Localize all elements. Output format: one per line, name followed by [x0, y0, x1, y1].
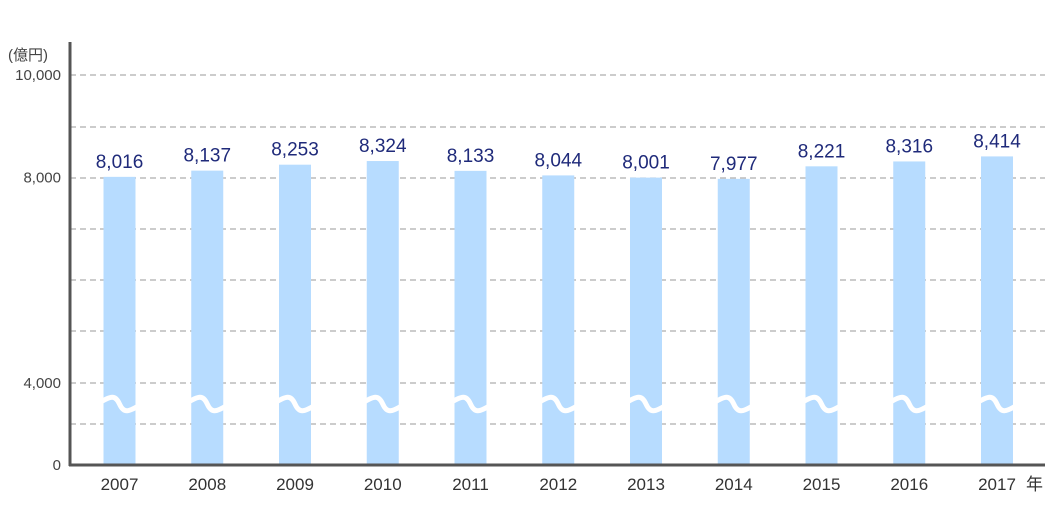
axis-break-mark [271, 394, 319, 414]
axis-break-marks [96, 394, 1021, 414]
data-label: 8,133 [447, 146, 495, 167]
y-tick-label: 0 [53, 457, 61, 474]
x-tick-labels: 2007 2008 2009 2010 2011 2012 2013 2014 2015 2016… [101, 475, 1016, 494]
bar [366, 161, 399, 464]
data-label: 8,001 [622, 153, 670, 174]
x-tick-label: 2017 [978, 475, 1016, 494]
bars [103, 156, 1013, 465]
x-tick-label: 2009 [276, 475, 314, 494]
axis-break-mark [622, 394, 670, 414]
axis-break-mark [798, 394, 845, 414]
data-label: 8,316 [885, 136, 933, 157]
x-tick-label: 2016 [890, 475, 928, 494]
axis-break-mark [96, 394, 143, 414]
axis-break-mark [183, 394, 231, 414]
x-tick-label: 2013 [627, 475, 665, 494]
bar [103, 176, 136, 464]
y-tick-label: 4,000 [23, 375, 61, 392]
bar [717, 178, 750, 464]
bar [805, 166, 838, 464]
bar [454, 170, 487, 464]
grid-lines [70, 74, 1045, 425]
y-tick-label: 8,000 [23, 170, 61, 187]
data-label: 8,253 [271, 140, 319, 161]
x-tick-label: 2010 [364, 475, 402, 494]
y-tick-labels: 0 4,000 8,000 10,000 [15, 67, 61, 474]
y-tick-label: 10,000 [15, 67, 61, 84]
x-tick-label: 2014 [715, 475, 753, 494]
bar [542, 175, 575, 464]
x-tick-label: 2011 [452, 475, 489, 494]
bar [191, 170, 224, 464]
x-tick-label: 2008 [188, 475, 226, 494]
x-tick-label: 2015 [803, 475, 841, 494]
data-labels: 8,016 8,137 8,253 8,324 8,133 8,044 8,001 7,977… [96, 131, 1021, 174]
data-label: 8,414 [973, 131, 1021, 152]
bar [630, 177, 662, 464]
bar [981, 156, 1013, 464]
bar [279, 164, 311, 465]
data-label: 8,016 [96, 152, 144, 173]
data-label: 7,977 [710, 154, 758, 175]
axis-break-mark [973, 394, 1021, 414]
axis-break-mark [534, 394, 582, 414]
axis-break-mark [710, 394, 758, 414]
x-axis-unit-label: 年 [1026, 475, 1043, 494]
axis-break-mark [447, 394, 494, 414]
x-tick-label: 2007 [101, 475, 139, 494]
axes [68, 42, 1045, 467]
axis-break-mark [359, 394, 407, 414]
bar [893, 161, 926, 465]
data-label: 8,221 [798, 141, 846, 162]
axis-break-mark [885, 394, 933, 414]
y-axis-unit-label: (億円) [8, 47, 48, 64]
data-label: 8,324 [359, 136, 407, 157]
data-label: 8,044 [534, 150, 582, 171]
x-tick-label: 2012 [539, 475, 577, 494]
data-label: 8,137 [183, 146, 231, 167]
